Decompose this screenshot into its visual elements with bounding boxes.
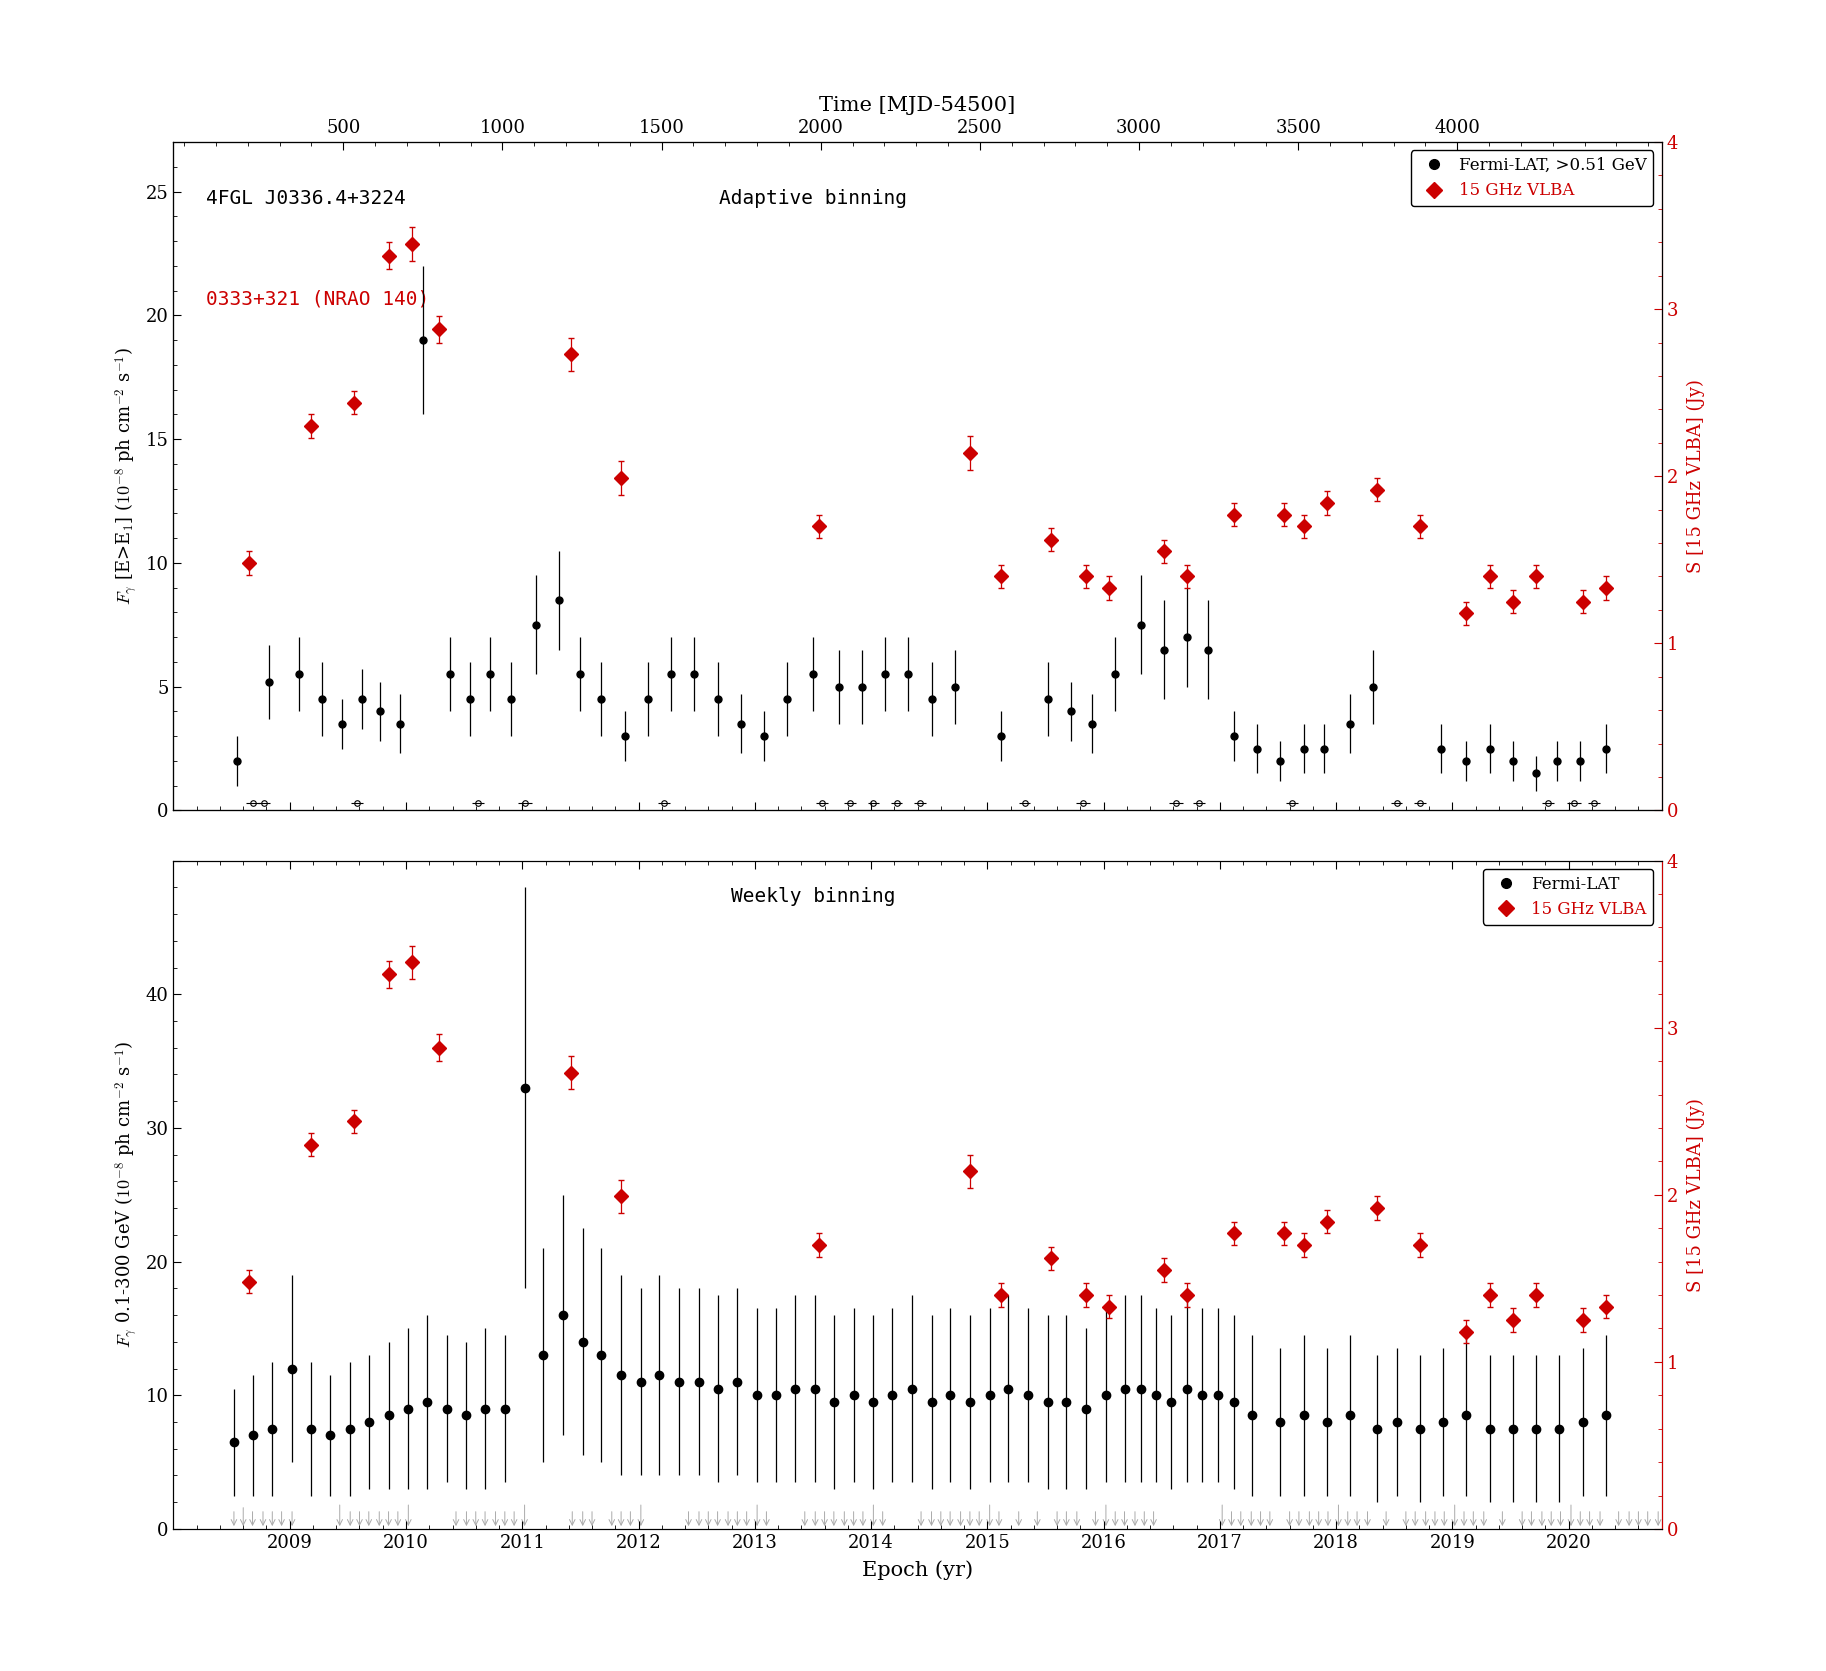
Text: 0333+321 (NRAO 140): 0333+321 (NRAO 140) (206, 289, 429, 307)
Y-axis label: S [15 GHz VLBA] (Jy): S [15 GHz VLBA] (Jy) (1687, 1098, 1705, 1292)
Y-axis label: $F_\gamma$ [E>E$_1$] ($10^{-8}$ ph cm$^{-2}$ s$^{-1}$): $F_\gamma$ [E>E$_1$] ($10^{-8}$ ph cm$^{… (113, 348, 141, 605)
X-axis label: Time [MJD-54500]: Time [MJD-54500] (820, 95, 1015, 115)
Y-axis label: $F_\gamma$ 0.1-300 GeV ($10^{-8}$ ph cm$^{-2}$ s$^{-1}$): $F_\gamma$ 0.1-300 GeV ($10^{-8}$ ph cm$… (113, 1041, 141, 1348)
Text: 4FGL J0336.4+3224: 4FGL J0336.4+3224 (206, 189, 405, 207)
Text: Adaptive binning: Adaptive binning (719, 189, 908, 207)
Legend: Fermi-LAT, >0.51 GeV, 15 GHz VLBA: Fermi-LAT, >0.51 GeV, 15 GHz VLBA (1410, 150, 1653, 206)
Text: Weekly binning: Weekly binning (730, 887, 895, 906)
Legend: Fermi-LAT, 15 GHz VLBA: Fermi-LAT, 15 GHz VLBA (1483, 869, 1653, 924)
X-axis label: Epoch (yr): Epoch (yr) (862, 1561, 973, 1579)
Y-axis label: S [15 GHz VLBA] (Jy): S [15 GHz VLBA] (Jy) (1687, 379, 1705, 573)
